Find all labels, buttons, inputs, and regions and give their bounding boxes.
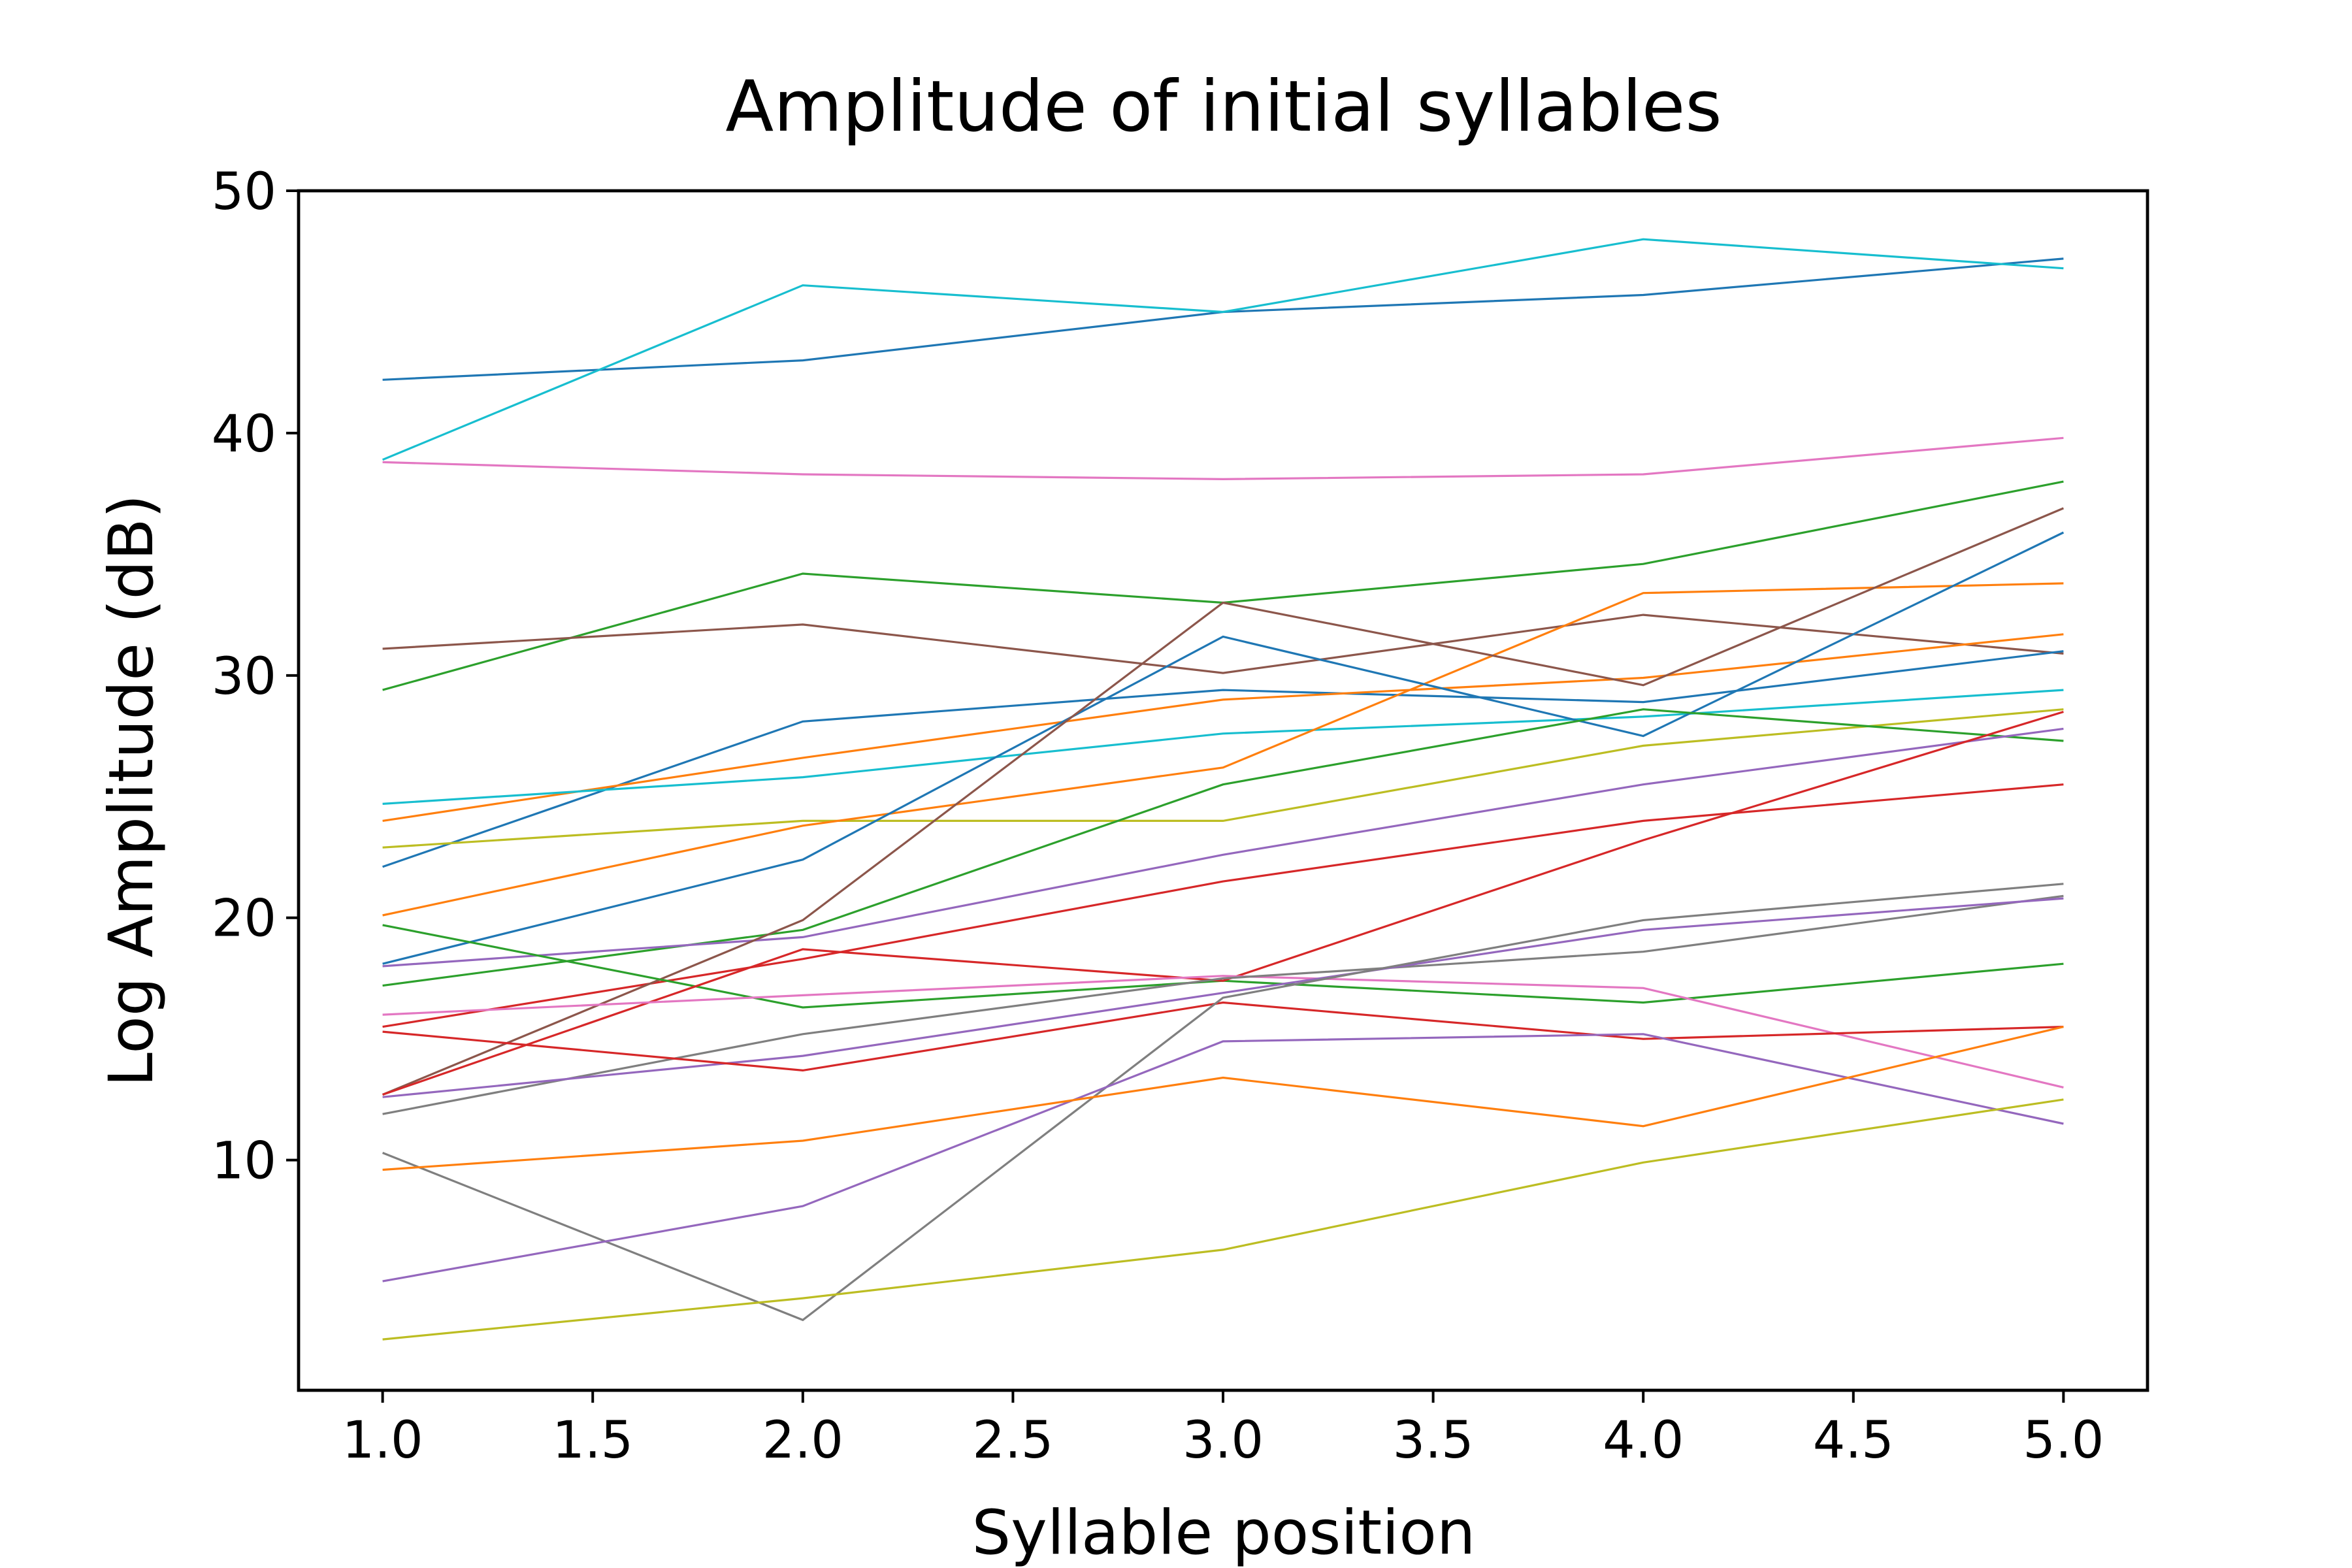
x-tick-label: 3.0 <box>1183 1411 1264 1470</box>
y-axis: 10 20 30 40 50 <box>212 163 299 1191</box>
series-line-24 <box>382 1026 2064 1171</box>
series-line-7 <box>382 633 2064 822</box>
y-axis-label: Log Amplitude (dB) <box>96 495 167 1087</box>
series-line-19 <box>382 894 2064 1115</box>
series-line-3 <box>382 436 2064 481</box>
y-tick-label: 10 <box>212 1132 276 1191</box>
series-line-14 <box>382 783 2064 1028</box>
series-line-11 <box>382 531 2065 965</box>
series-line-9 <box>382 708 2064 849</box>
series-line-10 <box>382 582 2064 917</box>
x-tick-label: 1.0 <box>342 1411 423 1470</box>
series-line-2 <box>382 238 2064 461</box>
series-line-17 <box>382 710 2064 1096</box>
series-line-5 <box>382 613 2064 674</box>
series-line-13 <box>382 727 2064 968</box>
series-line-23 <box>382 1033 2064 1282</box>
chart-title: Amplitude of initial syllables <box>725 66 1722 148</box>
series-line-21 <box>382 1001 2064 1072</box>
x-tick-label: 2.0 <box>762 1411 843 1470</box>
series-line-12 <box>382 708 2064 987</box>
series-line-18 <box>382 975 2064 1088</box>
y-tick-label: 40 <box>212 405 276 464</box>
x-tick-label: 4.0 <box>1603 1411 1684 1470</box>
x-tick-label: 4.5 <box>1813 1411 1894 1470</box>
series-line-15 <box>382 507 2065 1096</box>
y-tick-label: 50 <box>212 163 276 221</box>
x-tick-label: 3.5 <box>1393 1411 1474 1470</box>
series-line-25 <box>382 1098 2064 1341</box>
x-tick-label: 1.5 <box>552 1411 633 1470</box>
y-tick-label: 30 <box>212 647 276 706</box>
series-layer <box>382 238 2065 1341</box>
x-tick-label: 2.5 <box>972 1411 1053 1470</box>
series-line-8 <box>382 689 2064 805</box>
x-axis-label: Syllable position <box>972 1497 1476 1568</box>
y-tick-label: 20 <box>212 890 276 949</box>
x-tick-label: 5.0 <box>2023 1411 2104 1470</box>
series-line-20 <box>382 897 2064 1098</box>
x-axis: 1.0 1.5 2.0 2.5 3.0 3.5 4.0 4.5 5.0 <box>342 1390 2104 1470</box>
series-line-22 <box>382 883 2064 1322</box>
series-line-6 <box>382 650 2064 868</box>
